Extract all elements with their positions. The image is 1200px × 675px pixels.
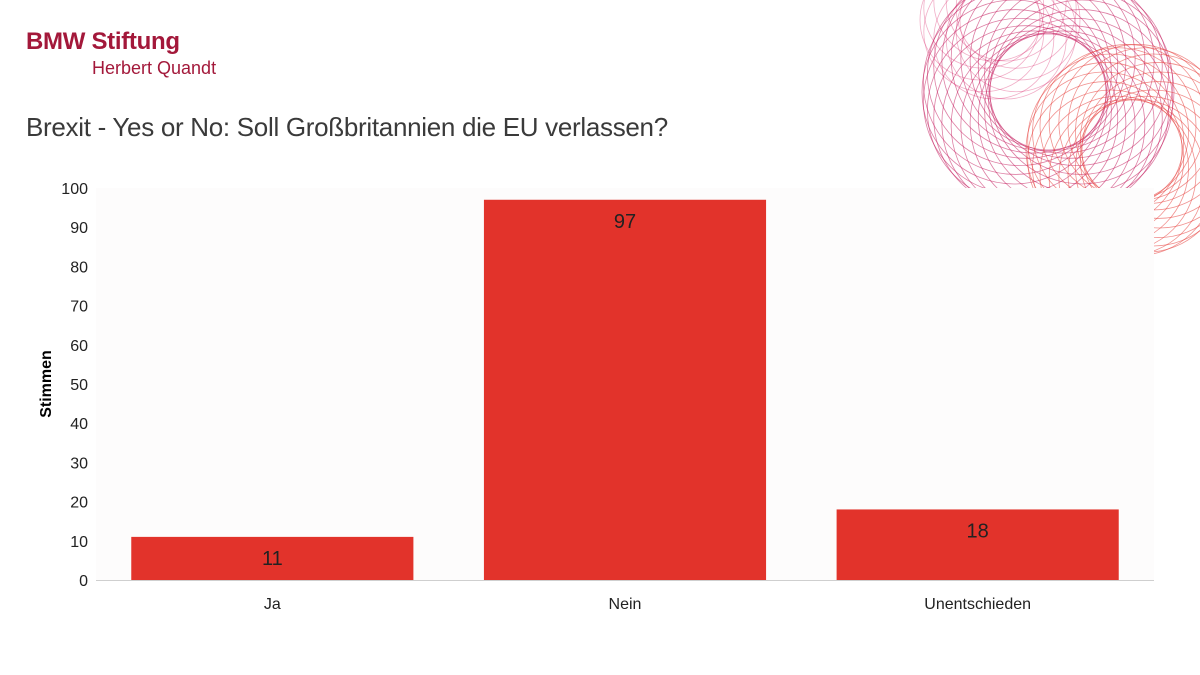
data-label-unentschieden: 18 [967, 520, 989, 542]
decor-circle [923, 0, 1108, 175]
decor-circle [933, 0, 1055, 62]
decor-circle [923, 0, 1045, 93]
decor-circle [955, 0, 1077, 69]
decor-circle [988, 0, 1173, 175]
y-tick-label: 100 [61, 181, 88, 198]
decor-circle [955, 0, 1077, 93]
x-tick-label-nein: Nein [609, 596, 642, 613]
y-axis-label: Stimmen [38, 350, 55, 418]
y-tick-label: 90 [70, 220, 88, 237]
decor-circle [933, 0, 1119, 159]
decor-circle [927, 0, 1112, 166]
bar-unentschieden [836, 509, 1119, 580]
bar-nein [483, 199, 767, 580]
decor-circle [969, 0, 1155, 154]
decor-circle [960, 0, 1146, 151]
y-tick-label: 70 [70, 299, 88, 316]
decor-circle [989, 0, 1175, 185]
data-label-ja: 11 [262, 548, 283, 570]
decor-circle [933, 0, 1055, 100]
y-tick-label: 30 [70, 455, 88, 472]
data-label-nein: 97 [614, 211, 636, 233]
decor-circle [921, 0, 1107, 185]
decor-circle [984, 0, 1169, 166]
decor-circle [1079, 62, 1200, 219]
y-tick-label: 0 [79, 573, 88, 590]
y-tick-label: 40 [70, 416, 88, 433]
decor-circle [945, 0, 1067, 100]
y-tick-label: 60 [70, 338, 88, 355]
logo: BMW Stiftung Herbert Quandt [26, 28, 216, 79]
logo-sub-text: Herbert Quandt [92, 58, 217, 78]
logo-main-text: BMW Stiftung [26, 28, 180, 55]
y-tick-label: 20 [70, 495, 88, 512]
x-tick-label-ja: Ja [264, 596, 281, 613]
chart-title: Brexit - Yes or No: Soll Großbritannien … [26, 112, 668, 142]
y-tick-label: 10 [70, 534, 88, 551]
y-tick-label: 80 [70, 259, 88, 276]
decor-circle [945, 0, 1067, 62]
bar-ja [131, 536, 414, 580]
decor-circle [959, 0, 1081, 81]
y-tick-label: 50 [70, 377, 88, 394]
decor-circle [919, 0, 1041, 81]
x-tick-label-unentschieden: Unentschieden [924, 596, 1031, 613]
decor-circle [923, 0, 1045, 69]
decor-circle [977, 0, 1163, 159]
